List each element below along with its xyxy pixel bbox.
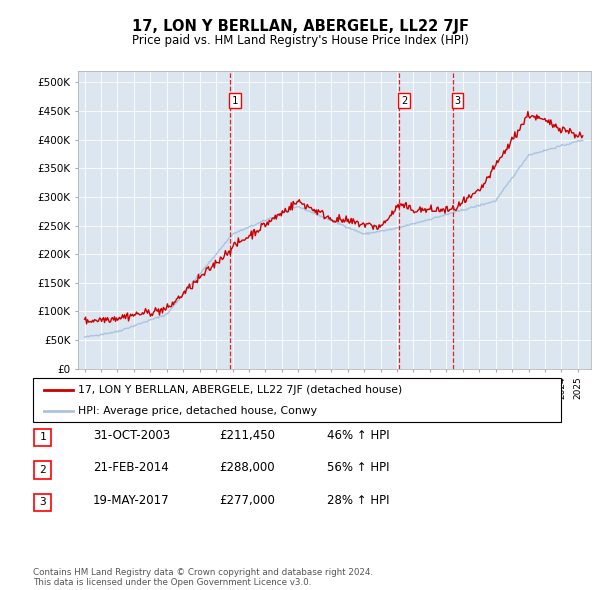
Text: £277,000: £277,000	[219, 494, 275, 507]
Text: 19-MAY-2017: 19-MAY-2017	[93, 494, 170, 507]
Text: 31-OCT-2003: 31-OCT-2003	[93, 429, 170, 442]
Text: 21-FEB-2014: 21-FEB-2014	[93, 461, 169, 474]
Text: 3: 3	[39, 497, 46, 507]
Text: Price paid vs. HM Land Registry's House Price Index (HPI): Price paid vs. HM Land Registry's House …	[131, 34, 469, 47]
Text: 46% ↑ HPI: 46% ↑ HPI	[327, 429, 389, 442]
FancyBboxPatch shape	[34, 429, 51, 446]
FancyBboxPatch shape	[34, 461, 51, 478]
Text: 28% ↑ HPI: 28% ↑ HPI	[327, 494, 389, 507]
Text: 2: 2	[401, 96, 407, 106]
Text: 56% ↑ HPI: 56% ↑ HPI	[327, 461, 389, 474]
Text: 2: 2	[39, 465, 46, 475]
Text: 1: 1	[232, 96, 238, 106]
Text: 1: 1	[39, 432, 46, 442]
Text: 17, LON Y BERLLAN, ABERGELE, LL22 7JF (detached house): 17, LON Y BERLLAN, ABERGELE, LL22 7JF (d…	[78, 385, 402, 395]
Text: £288,000: £288,000	[219, 461, 275, 474]
Text: £211,450: £211,450	[219, 429, 275, 442]
FancyBboxPatch shape	[34, 494, 51, 511]
Text: 3: 3	[455, 96, 461, 106]
FancyBboxPatch shape	[33, 378, 561, 422]
Text: HPI: Average price, detached house, Conwy: HPI: Average price, detached house, Conw…	[78, 406, 317, 416]
Text: Contains HM Land Registry data © Crown copyright and database right 2024.
This d: Contains HM Land Registry data © Crown c…	[33, 568, 373, 587]
Text: 17, LON Y BERLLAN, ABERGELE, LL22 7JF: 17, LON Y BERLLAN, ABERGELE, LL22 7JF	[131, 19, 469, 34]
